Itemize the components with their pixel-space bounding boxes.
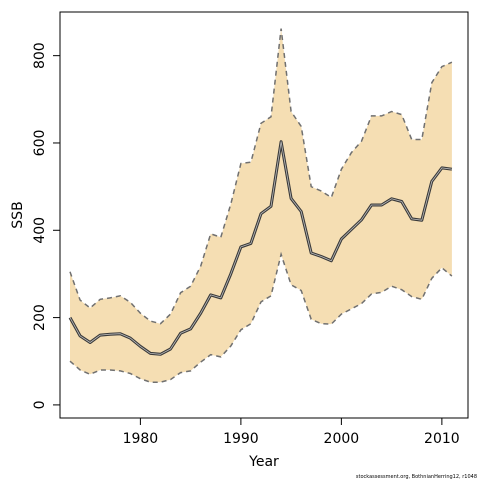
credit-note: stockassessment.org, BothnianHerring12, …	[356, 474, 477, 480]
lower-bound-line	[69, 251, 453, 383]
x-axis-title: Year	[248, 454, 279, 470]
x-tick-label: 1980	[123, 431, 159, 447]
y-tick-label: 400	[32, 217, 48, 244]
y-axis-title: SSB	[10, 201, 26, 228]
x-tick-label: 2000	[324, 431, 360, 447]
x-tick-label: 2010	[424, 431, 460, 447]
y-tick-label: 600	[32, 130, 48, 157]
confidence-band	[70, 28, 452, 383]
axes: 1980 1990 2000 2010 0 200 400 600 800	[32, 42, 460, 447]
y-tick-label: 200	[32, 304, 48, 331]
y-tick-label: 800	[32, 42, 48, 69]
upper-bound-line	[69, 28, 453, 325]
x-tick-label: 1990	[223, 431, 259, 447]
plot-area	[68, 28, 453, 383]
estimate-line-highlight	[69, 141, 452, 355]
y-tick-label: 0	[32, 400, 48, 409]
plot-frame	[59, 11, 469, 419]
